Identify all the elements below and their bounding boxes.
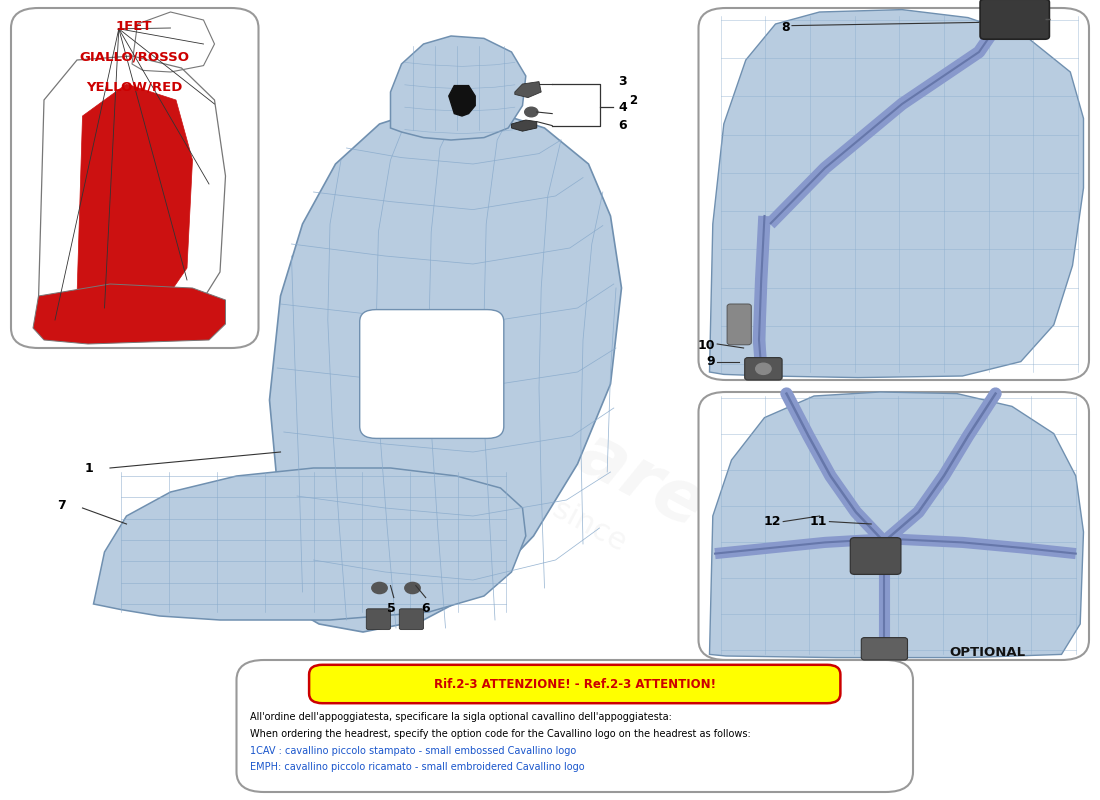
Polygon shape — [33, 284, 226, 344]
Text: 6: 6 — [421, 602, 430, 614]
Polygon shape — [390, 36, 526, 140]
Circle shape — [405, 582, 420, 594]
FancyBboxPatch shape — [698, 392, 1089, 660]
Polygon shape — [77, 84, 192, 316]
FancyBboxPatch shape — [850, 538, 901, 574]
Text: Rif.2-3 ATTENZIONE! - Ref.2-3 ATTENTION!: Rif.2-3 ATTENZIONE! - Ref.2-3 ATTENTION! — [433, 678, 716, 690]
FancyBboxPatch shape — [980, 0, 1049, 39]
Polygon shape — [270, 108, 622, 632]
FancyBboxPatch shape — [861, 638, 908, 660]
Polygon shape — [512, 120, 537, 131]
Text: 8: 8 — [781, 21, 790, 34]
Text: 5: 5 — [387, 602, 396, 614]
Text: 6: 6 — [618, 119, 627, 132]
Text: EMPH: cavallino piccolo ricamato - small embroidered Cavallino logo: EMPH: cavallino piccolo ricamato - small… — [250, 762, 584, 773]
Circle shape — [525, 107, 538, 117]
Text: OPTIONAL: OPTIONAL — [949, 646, 1026, 658]
FancyBboxPatch shape — [727, 304, 751, 345]
Circle shape — [372, 582, 387, 594]
Text: 12: 12 — [763, 515, 781, 528]
Text: 3: 3 — [618, 75, 627, 88]
Text: 11: 11 — [810, 515, 827, 528]
FancyBboxPatch shape — [745, 358, 782, 380]
Text: Passion for parts since: Passion for parts since — [315, 370, 631, 558]
FancyBboxPatch shape — [309, 665, 840, 703]
FancyBboxPatch shape — [236, 660, 913, 792]
FancyBboxPatch shape — [698, 8, 1089, 380]
Text: YELLOW/RED: YELLOW/RED — [86, 81, 183, 94]
FancyBboxPatch shape — [366, 609, 390, 630]
Polygon shape — [515, 82, 541, 98]
Polygon shape — [710, 10, 1084, 378]
Text: 1CAV : cavallino piccolo stampato - small embossed Cavallino logo: 1CAV : cavallino piccolo stampato - smal… — [250, 746, 576, 755]
Text: When ordering the headrest, specify the option code for the Cavallino logo on th: When ordering the headrest, specify the … — [250, 729, 750, 739]
Polygon shape — [710, 392, 1084, 658]
Polygon shape — [449, 86, 475, 116]
Text: 10: 10 — [697, 339, 715, 352]
Text: eurospare: eurospare — [318, 289, 716, 543]
Circle shape — [756, 363, 771, 374]
Polygon shape — [94, 468, 526, 620]
FancyBboxPatch shape — [11, 8, 258, 348]
Text: 9: 9 — [706, 355, 715, 368]
Text: 1FET: 1FET — [116, 20, 153, 33]
FancyBboxPatch shape — [399, 609, 424, 630]
FancyBboxPatch shape — [360, 310, 504, 438]
Text: 2: 2 — [629, 94, 637, 107]
Text: 4: 4 — [618, 101, 627, 114]
Text: All'ordine dell'appoggiatesta, specificare la sigla optional cavallino dell'appo: All'ordine dell'appoggiatesta, specifica… — [250, 712, 672, 722]
Text: 7: 7 — [57, 499, 66, 512]
Text: GIALLO/ROSSO: GIALLO/ROSSO — [79, 50, 189, 63]
Text: 1: 1 — [85, 462, 94, 474]
